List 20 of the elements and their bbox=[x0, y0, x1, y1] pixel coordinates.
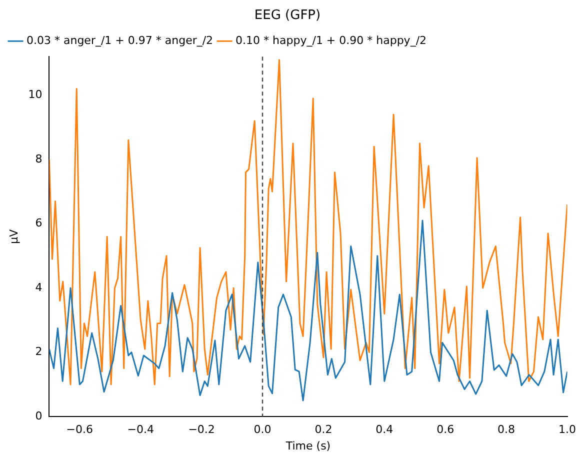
x-tick-label: 0.0 bbox=[254, 423, 272, 436]
y-tick-label: 4 bbox=[35, 280, 42, 294]
x-tick-label: 0.8 bbox=[498, 423, 516, 436]
legend-label: 0.10 * happy_/1 + 0.90 * happy_/2 bbox=[236, 34, 427, 47]
x-tick-label: −0.4 bbox=[127, 423, 154, 436]
x-axis-title: Time (s) bbox=[284, 439, 331, 452]
legend-label: 0.03 * anger_/1 + 0.97 * anger_/2 bbox=[26, 34, 214, 47]
y-tick-label: 8 bbox=[35, 152, 42, 166]
chart-title: EEG (GFP) bbox=[254, 8, 321, 24]
y-tick-label: 0 bbox=[35, 409, 42, 422]
y-tick-label: 2 bbox=[35, 345, 42, 358]
y-tick-label: 10 bbox=[28, 88, 42, 102]
x-tick-label: −0.2 bbox=[188, 423, 215, 436]
y-axis-title: µV bbox=[7, 228, 20, 244]
x-tick-label: 0.4 bbox=[376, 423, 394, 436]
x-tick-label: 0.6 bbox=[436, 423, 454, 436]
x-tick-label: 1.0 bbox=[558, 423, 576, 436]
x-tick-label: −0.6 bbox=[66, 423, 94, 436]
y-tick-label: 6 bbox=[35, 216, 42, 230]
x-tick-label: 0.2 bbox=[314, 423, 332, 436]
